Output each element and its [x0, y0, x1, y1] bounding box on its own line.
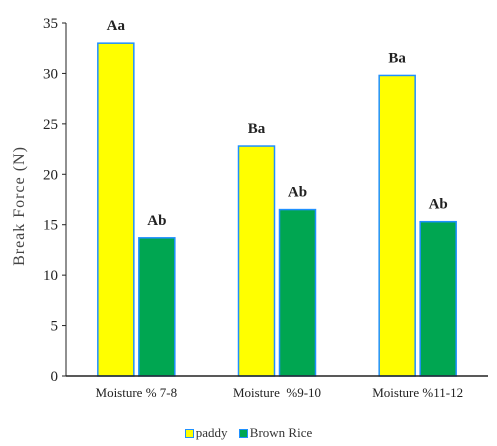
bar-data-label: Ab — [147, 213, 166, 229]
y-tick-label: 0 — [51, 369, 59, 385]
y-tick-label: 10 — [43, 268, 58, 284]
x-tick-label: Moisture %11-12 — [372, 385, 463, 400]
x-axis: Moisture % 7-8 Moisture %9-10 Moisture %11… — [66, 375, 488, 400]
bar-paddy — [237, 145, 276, 377]
bar-data-label: Aa — [107, 18, 126, 34]
bar-brown-rice — [138, 237, 176, 377]
x-tick-label: Moisture % 7-8 — [96, 385, 178, 400]
y-tick-label: 15 — [43, 218, 58, 234]
y-axis: 0 5 10 15 20 25 30 35 — [43, 16, 67, 385]
y-tick-label: 35 — [43, 16, 58, 32]
bar-paddy — [97, 42, 135, 377]
legend-swatch-brown-rice — [238, 429, 248, 438]
bar-data-label: Ab — [288, 185, 307, 201]
bar-data-label: Ba — [388, 50, 406, 66]
y-tick-label: 30 — [43, 66, 58, 82]
y-tick-label: 5 — [51, 319, 59, 335]
x-tick-label: Moisture %9-10 — [233, 385, 321, 400]
bar-brown-rice — [419, 220, 457, 377]
bar-brown-rice — [278, 208, 317, 377]
y-tick-label: 25 — [43, 117, 58, 133]
bar-data-label: Ab — [429, 197, 448, 213]
y-axis-label: Break Force (N) — [11, 146, 28, 266]
legend-item-brown-rice: Brown Rice — [238, 425, 313, 441]
bars — [97, 42, 457, 377]
bar-labels: Aa Ab Ba Ab Ba Ab — [107, 18, 448, 229]
legend-label-brown-rice: Brown Rice — [249, 425, 313, 440]
y-tick-label: 20 — [43, 167, 58, 183]
bar-paddy — [378, 74, 416, 377]
legend-swatch-paddy — [184, 429, 194, 438]
legend-label-paddy: paddy — [195, 425, 228, 440]
bar-data-label: Ba — [248, 121, 266, 137]
legend: paddy Brown Rice — [0, 425, 497, 441]
legend-item-paddy: paddy — [184, 425, 228, 441]
